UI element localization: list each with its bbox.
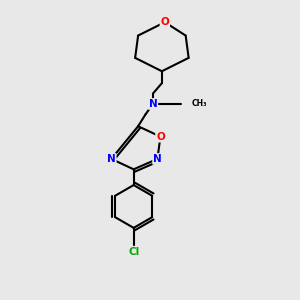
Text: O: O [160, 17, 169, 27]
Text: Cl: Cl [128, 247, 139, 256]
Text: N: N [107, 154, 116, 164]
Text: N: N [148, 99, 157, 109]
Text: O: O [156, 132, 165, 142]
Text: CH₃: CH₃ [192, 99, 207, 108]
Text: N: N [153, 154, 162, 164]
